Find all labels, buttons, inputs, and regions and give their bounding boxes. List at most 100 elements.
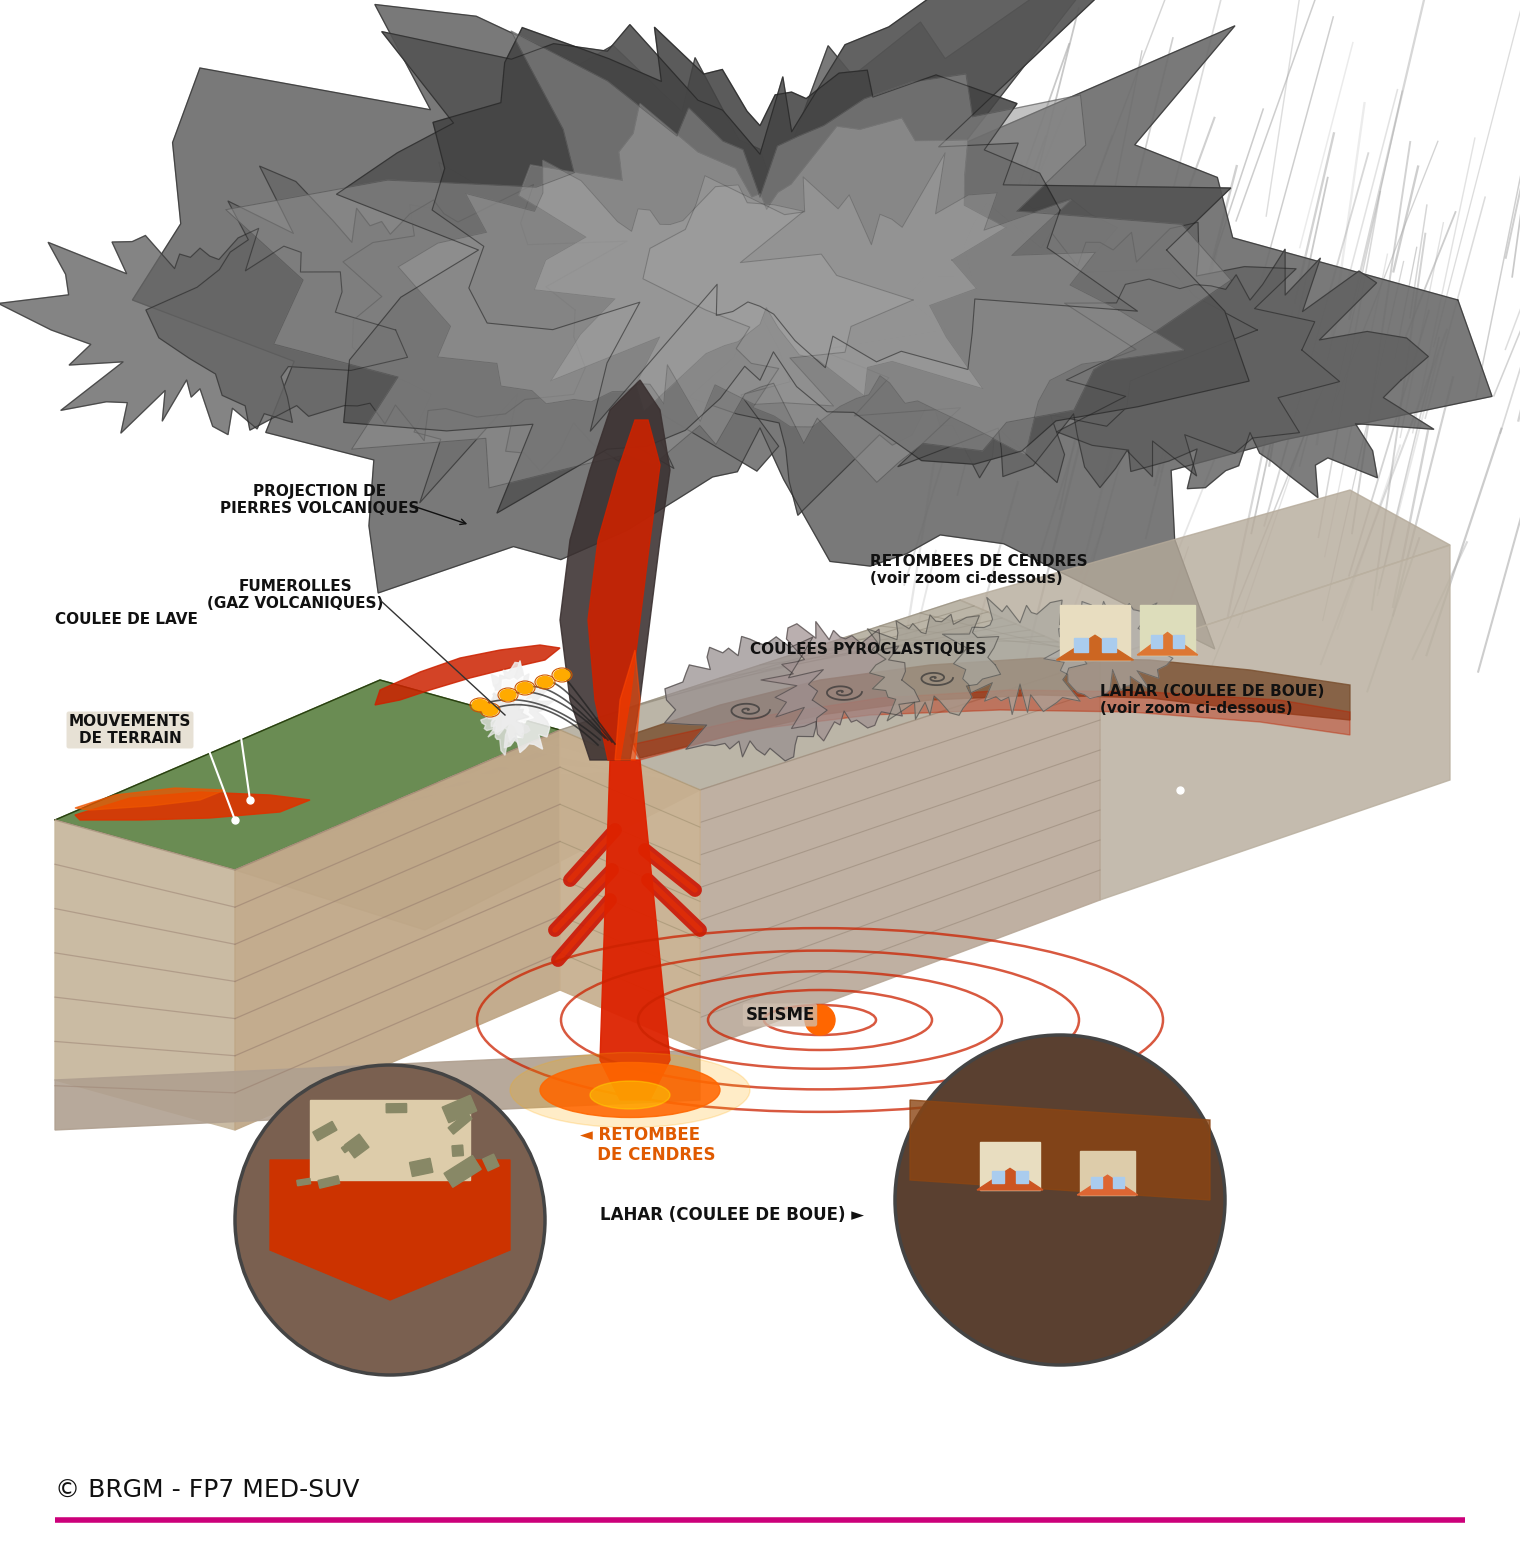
Ellipse shape [482,705,499,715]
Polygon shape [275,737,585,852]
Ellipse shape [517,683,534,694]
Polygon shape [961,490,1450,660]
Polygon shape [236,729,559,1130]
Polygon shape [629,658,1350,757]
Polygon shape [518,104,1006,411]
Bar [318,1176,340,1189]
Polygon shape [55,819,236,1130]
Bar [1091,1178,1102,1189]
Text: SEISME: SEISME [745,1006,815,1024]
Polygon shape [438,768,655,782]
Bar [444,1156,482,1187]
Polygon shape [375,646,559,705]
Bar [386,1103,407,1113]
Bar [1059,605,1129,660]
Polygon shape [489,663,541,737]
Polygon shape [398,760,637,799]
Polygon shape [132,0,1493,649]
Ellipse shape [473,700,488,711]
Bar [1081,1152,1135,1195]
Polygon shape [344,149,809,503]
Polygon shape [74,788,225,810]
Bar [313,1122,337,1141]
Bar [296,1178,310,1186]
Bar [451,1145,464,1156]
Bar [1140,605,1195,655]
Polygon shape [480,691,530,756]
Circle shape [806,1006,834,1035]
Polygon shape [146,166,626,441]
Bar [342,1141,356,1153]
Polygon shape [1137,633,1198,655]
Bar [310,1100,470,1180]
Polygon shape [55,680,559,871]
Polygon shape [316,745,602,835]
Polygon shape [1044,601,1178,698]
Polygon shape [1100,545,1450,900]
Polygon shape [236,729,567,871]
Polygon shape [1056,635,1134,660]
Polygon shape [489,677,534,740]
Polygon shape [0,228,407,435]
Bar [1015,1170,1028,1183]
Polygon shape [868,615,1000,720]
Polygon shape [485,661,553,753]
Bar [1173,635,1184,647]
Polygon shape [336,0,1249,514]
Bar [980,1142,1040,1190]
Text: PROJECTION DE
PIERRES VOLCANIQUES: PROJECTION DE PIERRES VOLCANIQUES [220,484,420,517]
Polygon shape [226,31,1231,487]
Polygon shape [977,1169,1043,1190]
Polygon shape [762,621,920,740]
Polygon shape [1056,250,1433,498]
Bar [993,1170,1005,1183]
Polygon shape [55,1051,701,1130]
Polygon shape [236,729,701,930]
Polygon shape [479,757,672,778]
Polygon shape [559,380,670,760]
Polygon shape [271,1159,511,1301]
Bar [1075,638,1088,652]
Ellipse shape [590,1082,670,1110]
Ellipse shape [500,689,515,700]
Polygon shape [600,760,670,1100]
Text: FUMEROLLES
(GAZ VOLCANIQUES): FUMEROLLES (GAZ VOLCANIQUES) [207,579,383,611]
Polygon shape [654,174,1257,515]
Polygon shape [629,691,1350,760]
Polygon shape [910,1100,1210,1200]
Bar [1151,635,1161,647]
Polygon shape [588,421,660,760]
Polygon shape [520,740,690,785]
Bar [1102,638,1116,652]
Circle shape [895,1035,1225,1366]
Polygon shape [664,636,827,760]
Polygon shape [643,154,1184,455]
Polygon shape [701,660,1100,1051]
Text: COULEES PYROCLASTIQUES: COULEES PYROCLASTIQUES [749,643,986,658]
Ellipse shape [540,1063,720,1117]
Polygon shape [559,601,1100,790]
Bar [448,1113,471,1135]
Text: MOUVEMENTS
DE TERRAIN: MOUVEMENTS DE TERRAIN [68,714,192,747]
Polygon shape [616,650,640,760]
Text: LAHAR (COULEE DE BOUE)
(voir zoom ci-dessous): LAHAR (COULEE DE BOUE) (voir zoom ci-des… [1100,684,1324,715]
Bar [409,1158,433,1176]
Text: LAHAR (COULEE DE BOUE) ►: LAHAR (COULEE DE BOUE) ► [600,1206,863,1225]
Polygon shape [74,792,310,819]
Text: RETOMBEES DE CENDRES
(voir zoom ci-dessous): RETOMBEES DE CENDRES (voir zoom ci-desso… [869,554,1088,587]
Polygon shape [432,28,1137,431]
Bar [345,1135,369,1158]
Polygon shape [398,160,914,421]
Polygon shape [559,729,701,1051]
Polygon shape [1078,1175,1138,1195]
Bar [483,1155,499,1170]
Circle shape [236,1065,546,1375]
Text: © BRGM - FP7 MED-SUV: © BRGM - FP7 MED-SUV [55,1478,360,1502]
Polygon shape [819,203,1339,487]
Ellipse shape [511,1052,749,1127]
Bar [1113,1178,1123,1189]
Polygon shape [357,753,620,818]
Bar [442,1096,477,1122]
Polygon shape [942,598,1087,714]
Ellipse shape [553,669,570,680]
